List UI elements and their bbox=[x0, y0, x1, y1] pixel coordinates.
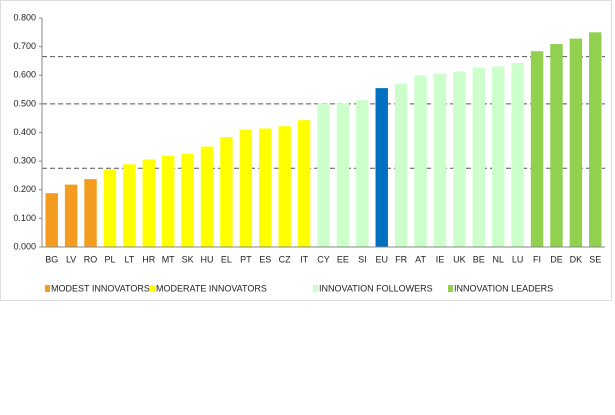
bar bbox=[550, 44, 563, 247]
x-tick-label: LT bbox=[124, 254, 134, 264]
bar bbox=[375, 88, 388, 247]
y-tick-label: 0.400 bbox=[13, 127, 36, 137]
y-tick-label: 0.800 bbox=[13, 12, 36, 22]
x-tick-label: CZ bbox=[279, 254, 291, 264]
bar bbox=[64, 184, 78, 247]
x-tick-label: LV bbox=[66, 254, 76, 264]
x-tick-label: BE bbox=[473, 254, 485, 264]
x-tick-label: NL bbox=[492, 254, 504, 264]
x-tick-label: HU bbox=[201, 254, 214, 264]
bar bbox=[530, 51, 544, 247]
y-tick-label: 0.600 bbox=[13, 70, 36, 80]
y-tick-label: 0.500 bbox=[13, 98, 36, 108]
x-tick-label: FR bbox=[395, 254, 407, 264]
bar bbox=[84, 179, 97, 247]
legend-label: INNOVATION LEADERS bbox=[454, 283, 553, 293]
y-tick-label: 0.000 bbox=[13, 241, 36, 251]
bar bbox=[123, 164, 136, 247]
legend-swatch bbox=[448, 285, 453, 292]
x-tick-label: EU bbox=[375, 254, 388, 264]
chart-frame bbox=[0, 0, 612, 301]
x-tick-label: HR bbox=[142, 254, 155, 264]
bar bbox=[589, 32, 602, 247]
bar bbox=[103, 169, 117, 247]
bar bbox=[161, 155, 175, 247]
x-tick-label: DK bbox=[570, 254, 583, 264]
bar bbox=[511, 62, 524, 247]
y-tick-label: 0.700 bbox=[13, 41, 36, 51]
bar bbox=[472, 67, 486, 248]
x-tick-label: PL bbox=[104, 254, 115, 264]
x-tick-label: UK bbox=[453, 254, 466, 264]
x-tick-label: AT bbox=[415, 254, 426, 264]
x-tick-label: FI bbox=[533, 254, 541, 264]
x-tick-label: SI bbox=[358, 254, 367, 264]
bar bbox=[45, 193, 58, 247]
y-tick-label: 0.300 bbox=[13, 156, 36, 166]
legend-swatch bbox=[45, 285, 50, 292]
bar bbox=[278, 126, 291, 247]
x-tick-label: MT bbox=[162, 254, 175, 264]
legend-label: MODERATE INNOVATORS bbox=[156, 283, 267, 293]
bar bbox=[200, 146, 214, 247]
x-tick-label: EL bbox=[221, 254, 232, 264]
legend-swatch bbox=[150, 285, 155, 292]
bar bbox=[336, 103, 350, 248]
x-tick-label: BG bbox=[45, 254, 58, 264]
x-tick-label: IT bbox=[300, 254, 309, 264]
bar bbox=[297, 120, 311, 247]
x-tick-label: EE bbox=[337, 254, 349, 264]
bar bbox=[453, 71, 466, 247]
bar bbox=[433, 73, 447, 247]
x-tick-label: SE bbox=[589, 254, 601, 264]
x-tick-label: ES bbox=[259, 254, 271, 264]
bar bbox=[394, 83, 408, 248]
bar bbox=[220, 137, 233, 247]
bar bbox=[142, 159, 155, 247]
bar bbox=[414, 75, 427, 247]
x-tick-label: LU bbox=[512, 254, 524, 264]
y-tick-label: 0.100 bbox=[13, 213, 36, 223]
bar bbox=[492, 66, 505, 247]
x-tick-label: SK bbox=[182, 254, 194, 264]
bar bbox=[239, 129, 253, 247]
x-tick-label: CY bbox=[317, 254, 330, 264]
x-tick-label: DE bbox=[550, 254, 563, 264]
legend-label: INNOVATION FOLLOWERS bbox=[319, 283, 433, 293]
bar bbox=[259, 128, 272, 247]
x-tick-label: RO bbox=[84, 254, 98, 264]
legend-swatch bbox=[313, 285, 318, 292]
bar bbox=[356, 100, 369, 247]
bar bbox=[181, 153, 194, 247]
legend-label: MODEST INNOVATORS bbox=[51, 283, 150, 293]
bar bbox=[569, 38, 583, 247]
y-tick-label: 0.200 bbox=[13, 184, 36, 194]
bar bbox=[317, 103, 330, 248]
x-tick-label: PT bbox=[240, 254, 252, 264]
x-tick-label: IE bbox=[436, 254, 445, 264]
